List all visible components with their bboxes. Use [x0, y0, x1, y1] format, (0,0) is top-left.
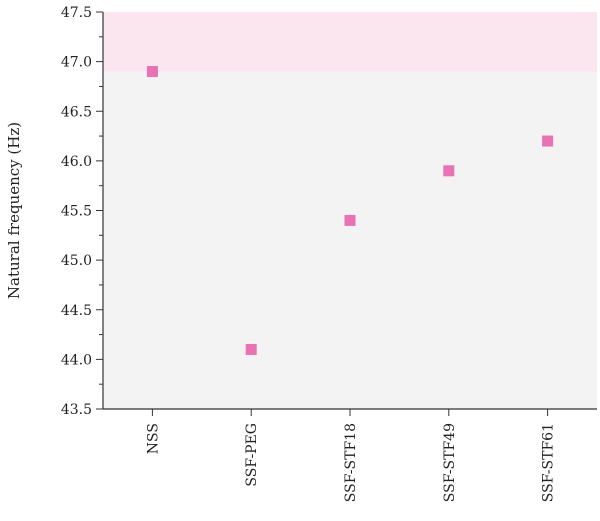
y-tick-label: 44.5	[61, 303, 92, 319]
y-tick-label: 46.5	[61, 104, 92, 120]
data-point	[146, 66, 158, 78]
y-tick-label: 45.0	[61, 253, 92, 269]
plot-background	[103, 12, 597, 409]
y-tick-label: 44.0	[61, 352, 92, 368]
data-point	[245, 343, 257, 355]
y-tick-label: 45.5	[61, 204, 92, 220]
x-tick-label: SSF-PEG	[244, 423, 260, 487]
x-tick-label: SSF-STF61	[541, 423, 557, 502]
data-point	[542, 135, 554, 147]
y-tick-label: 46.0	[61, 154, 92, 170]
y-tick-label: 47.5	[61, 5, 92, 21]
x-tick-label: SSF-STF49	[442, 423, 458, 502]
x-tick-label: NSS	[145, 423, 161, 454]
data-point	[344, 214, 356, 226]
highlight-band	[103, 12, 597, 72]
y-tick-label: 43.5	[61, 402, 92, 418]
x-tick-label: SSF-STF18	[343, 423, 359, 502]
data-point	[443, 165, 455, 177]
y-tick-label: 47.0	[61, 55, 92, 71]
y-axis-title: Natural frequency (Hz)	[5, 122, 23, 299]
